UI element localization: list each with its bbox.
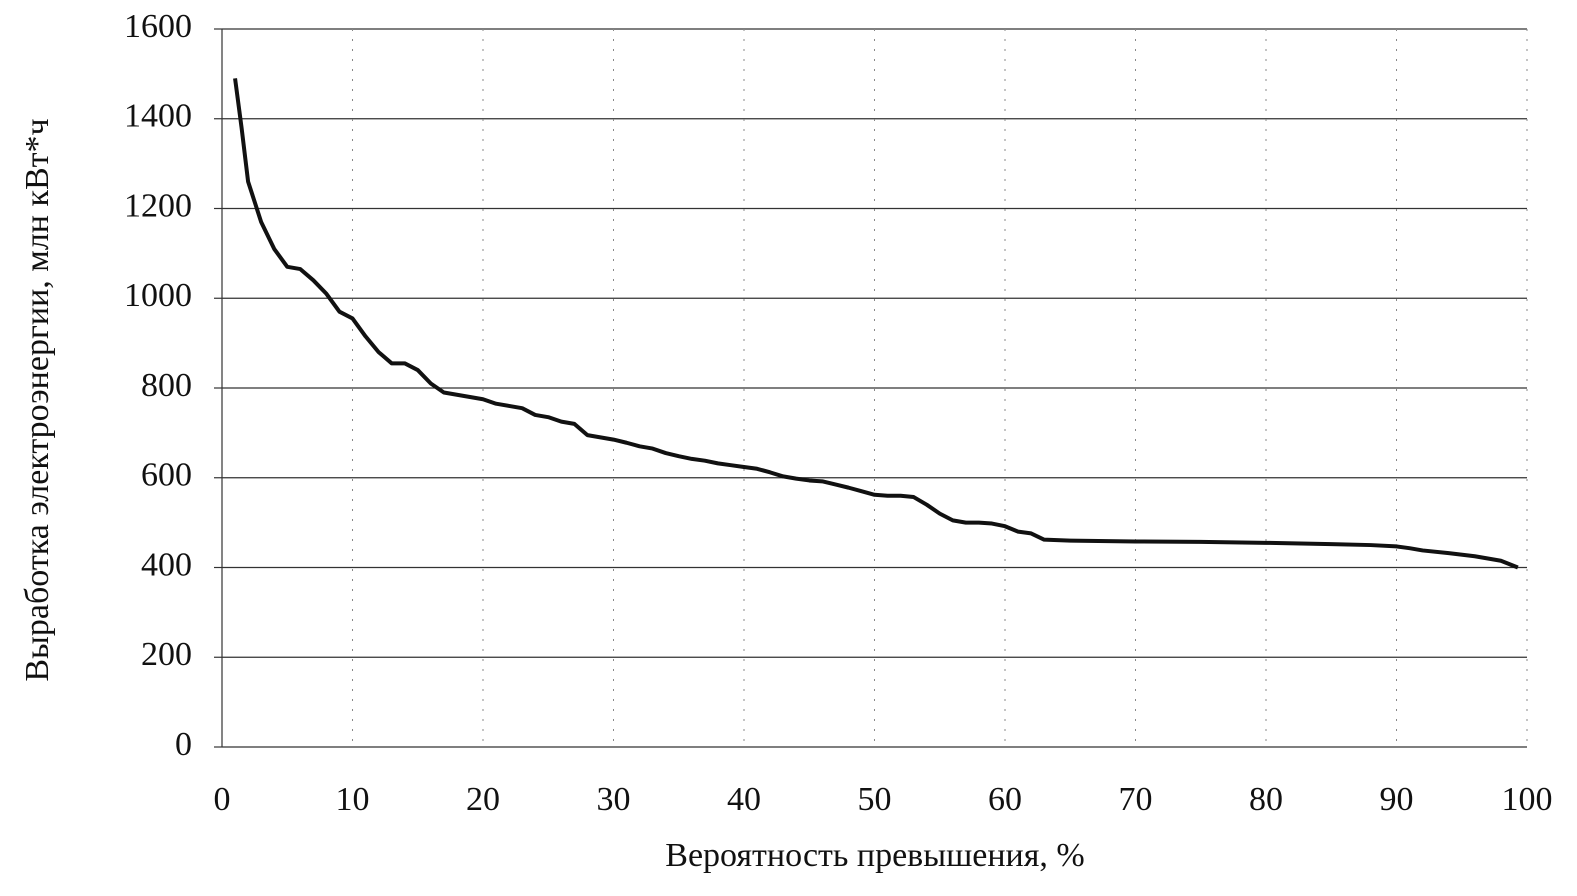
x-tick-label: 70 xyxy=(1119,781,1153,818)
x-axis-label: Вероятность превышения, % xyxy=(665,837,1084,874)
x-tick-label: 20 xyxy=(466,781,500,818)
y-tick-label: 600 xyxy=(141,457,192,494)
y-axis-label: Выработка электроэнергии, млн кВт*ч xyxy=(19,118,56,681)
y-tick-label: 1600 xyxy=(124,8,192,45)
x-tick-label: 40 xyxy=(727,781,761,818)
x-tick-label: 0 xyxy=(214,781,231,818)
x-tick-label: 100 xyxy=(1502,781,1553,818)
x-tick-label: 80 xyxy=(1249,781,1283,818)
y-tick-label: 200 xyxy=(141,636,192,673)
data-line xyxy=(233,78,1519,570)
y-tick-label: 1000 xyxy=(124,277,192,314)
y-tick-label: 1400 xyxy=(124,98,192,135)
y-tick-label: 0 xyxy=(175,726,192,763)
y-tick-label: 400 xyxy=(141,546,192,583)
x-tick-label: 10 xyxy=(336,781,370,818)
y-tick-label: 1200 xyxy=(124,187,192,224)
x-tick-label: 90 xyxy=(1380,781,1414,818)
x-tick-label: 30 xyxy=(597,781,631,818)
x-tick-label: 50 xyxy=(858,781,892,818)
y-tick-label: 800 xyxy=(141,367,192,404)
x-tick-label: 60 xyxy=(988,781,1022,818)
